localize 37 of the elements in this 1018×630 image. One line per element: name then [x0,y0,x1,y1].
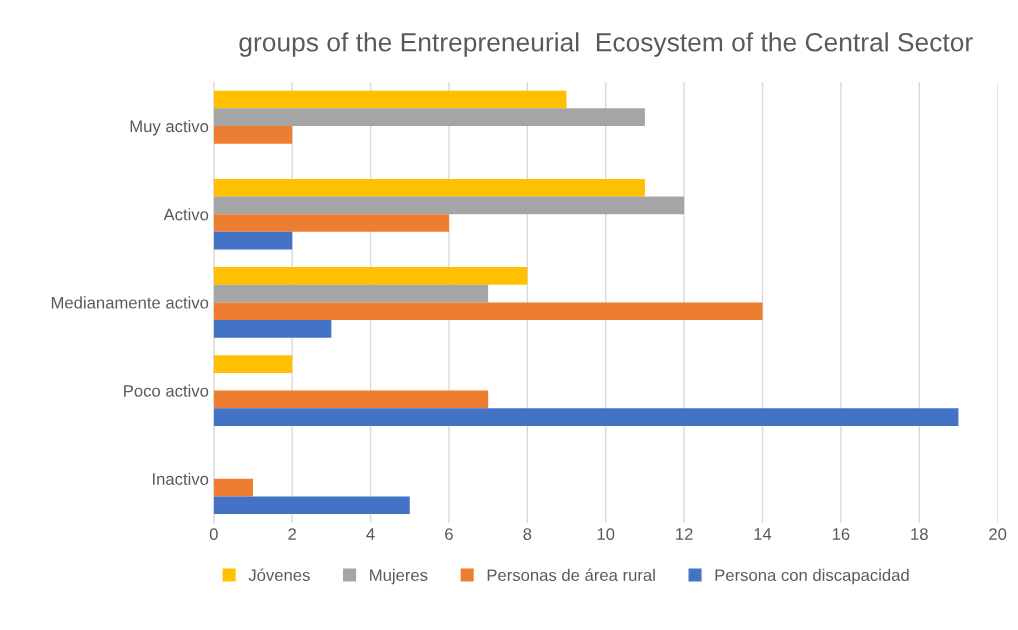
x-tick-label: 16 [832,528,850,540]
x-tick-label: 6 [445,528,453,540]
x-tick-label: 18 [911,528,928,540]
y-tick-label: Poco activo [124,384,209,397]
bar [213,231,293,250]
legend-label: Jóvenes [248,568,310,582]
x-tick-label: 4 [366,528,375,540]
bar [213,478,253,497]
x-tick-label: 2 [288,528,296,540]
y-tick-label: Muy activo [130,119,209,136]
bar [213,178,645,197]
bar [213,196,685,215]
x-tick-label: 20 [989,528,1007,540]
bar [213,284,489,303]
y-tick-label: Medianamente activo [51,296,209,309]
bar [213,126,293,144]
y-tick-label: Activo [163,208,209,221]
x-tick-label: 12 [676,528,693,540]
x-tick-label: 8 [523,528,532,540]
legend-label: Mujeres [370,568,428,585]
bar [213,496,410,515]
legend-label: Personas de área rural [487,568,655,582]
bar [213,390,489,409]
bar [213,267,528,285]
bar [213,408,959,426]
x-tick-label: 14 [754,528,772,540]
chart-title: groups of the Entrepreneurial Ecosystem of the Central Sector [239,32,973,57]
x-tick-label: 10 [597,528,615,540]
bar [213,302,763,321]
bar [213,320,332,338]
legend-label: Persona con discapacidad [715,568,909,585]
bar [213,90,567,109]
x-tick-label: 0 [209,528,218,540]
bar [213,355,293,373]
bar [213,108,645,126]
bar [213,214,449,232]
y-tick-label: Inactivo [153,472,209,485]
